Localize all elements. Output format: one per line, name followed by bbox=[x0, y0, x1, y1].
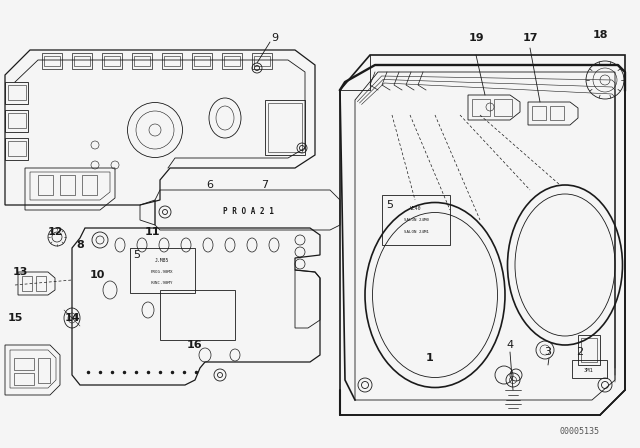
Text: 10: 10 bbox=[90, 270, 105, 280]
Bar bbox=[254, 56, 270, 66]
Bar bbox=[14, 358, 34, 370]
Bar bbox=[472, 99, 490, 116]
Bar bbox=[104, 56, 120, 66]
Bar bbox=[224, 56, 240, 66]
Bar bbox=[102, 53, 122, 69]
Text: 15: 15 bbox=[7, 313, 22, 323]
Text: 7: 7 bbox=[261, 180, 269, 190]
Bar bbox=[382, 195, 450, 245]
Text: 13: 13 bbox=[12, 267, 28, 277]
Text: SALON 24M0: SALON 24M0 bbox=[403, 218, 429, 222]
Text: 00005135: 00005135 bbox=[560, 427, 600, 436]
Bar bbox=[494, 99, 512, 116]
Text: 6: 6 bbox=[207, 180, 214, 190]
Text: 3M1: 3M1 bbox=[584, 367, 594, 372]
Bar bbox=[572, 360, 607, 378]
Bar bbox=[8, 141, 26, 156]
Text: 1: 1 bbox=[426, 353, 434, 363]
Bar bbox=[194, 56, 210, 66]
Text: P R O A 2 1: P R O A 2 1 bbox=[223, 207, 273, 216]
Bar bbox=[550, 106, 564, 120]
Bar bbox=[222, 53, 242, 69]
Bar bbox=[130, 248, 195, 293]
Text: 5: 5 bbox=[387, 200, 394, 210]
Bar bbox=[134, 56, 150, 66]
Text: VE40: VE40 bbox=[410, 206, 422, 211]
Text: 3: 3 bbox=[545, 347, 552, 357]
Bar bbox=[192, 53, 212, 69]
Bar bbox=[82, 175, 97, 195]
Bar bbox=[8, 113, 26, 128]
Text: 5: 5 bbox=[134, 250, 141, 260]
Bar bbox=[36, 276, 46, 291]
Text: 17: 17 bbox=[522, 33, 538, 43]
Text: FUNC.90MY: FUNC.90MY bbox=[151, 281, 173, 285]
Bar bbox=[164, 56, 180, 66]
Bar bbox=[252, 53, 272, 69]
Bar bbox=[44, 56, 60, 66]
Bar bbox=[532, 106, 546, 120]
Text: 18: 18 bbox=[592, 30, 608, 40]
Bar bbox=[8, 85, 26, 100]
Text: 19: 19 bbox=[468, 33, 484, 43]
Bar bbox=[72, 53, 92, 69]
Bar bbox=[578, 335, 600, 365]
Text: PROG.90MX: PROG.90MX bbox=[151, 270, 173, 274]
Bar bbox=[581, 338, 597, 362]
Text: 11: 11 bbox=[144, 227, 160, 237]
Text: 2: 2 bbox=[577, 347, 584, 357]
Text: SALON 24M1: SALON 24M1 bbox=[403, 230, 429, 234]
Bar bbox=[38, 358, 50, 383]
Text: 9: 9 bbox=[271, 33, 278, 43]
Bar bbox=[132, 53, 152, 69]
Bar bbox=[60, 175, 75, 195]
Text: 8: 8 bbox=[76, 240, 84, 250]
Text: 4: 4 bbox=[506, 340, 513, 350]
Text: 16: 16 bbox=[187, 340, 203, 350]
Text: J.M85: J.M85 bbox=[155, 258, 169, 263]
Bar bbox=[74, 56, 90, 66]
Bar bbox=[160, 290, 235, 340]
Bar bbox=[268, 103, 302, 152]
Text: 14: 14 bbox=[64, 313, 80, 323]
Bar bbox=[38, 175, 53, 195]
Bar bbox=[22, 276, 32, 291]
Bar bbox=[265, 100, 305, 155]
Bar bbox=[14, 373, 34, 385]
Bar bbox=[42, 53, 62, 69]
Bar bbox=[162, 53, 182, 69]
Text: 12: 12 bbox=[47, 227, 63, 237]
